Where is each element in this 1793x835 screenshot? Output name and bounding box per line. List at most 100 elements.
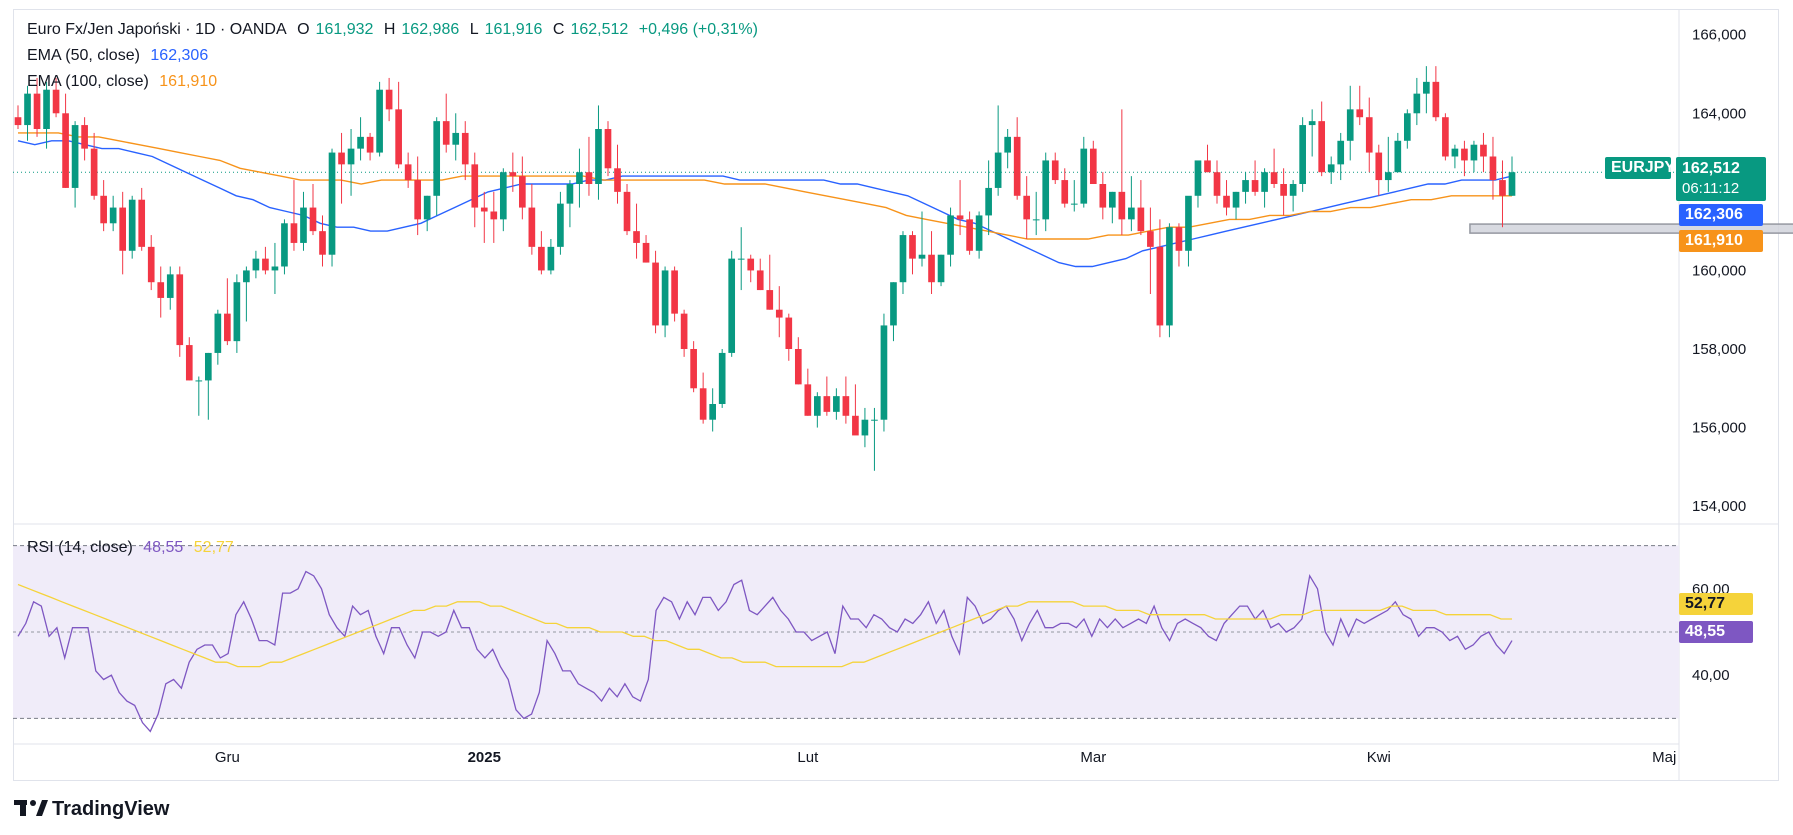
candle-body [72, 125, 79, 188]
candle-body [957, 215, 964, 219]
candle-body [1290, 184, 1297, 196]
candle-body [1052, 160, 1059, 180]
candle-body [633, 231, 640, 243]
candle-body [405, 164, 412, 180]
candle-body [757, 270, 764, 290]
candle-body [1423, 82, 1430, 94]
candle-body [319, 231, 326, 255]
candle-body [1414, 94, 1421, 114]
rsi-label: RSI (14, close) [27, 539, 133, 556]
price-tick-label: 166,000 [1692, 27, 1746, 44]
price-tick-label: 158,000 [1692, 341, 1746, 358]
candle-body [947, 215, 954, 254]
candle-body [985, 188, 992, 216]
candle-body [614, 168, 621, 192]
candle-body [348, 149, 355, 165]
candle-body [81, 125, 88, 149]
candle-body [443, 121, 450, 145]
rsi-value: 48,55 [143, 539, 183, 556]
candle-body [1214, 172, 1221, 196]
candle-body [1147, 231, 1154, 247]
candle-body [1195, 160, 1202, 195]
close-label: C [553, 21, 565, 38]
countdown-value: 06:11:12 [1682, 179, 1760, 199]
price-tick-label: 164,000 [1692, 105, 1746, 122]
rsi-tick-label: 40,00 [1692, 667, 1730, 684]
rsi-pane [13, 546, 1679, 732]
low-label: L [470, 21, 479, 38]
candle-body [1157, 247, 1164, 326]
ema-lines [18, 133, 1512, 267]
candle-body [529, 208, 536, 247]
candle-body [766, 290, 773, 310]
candle-body [1271, 172, 1278, 184]
candle-body [62, 113, 69, 188]
candle-body [776, 310, 783, 318]
symbol-tag: EURJPY [1605, 157, 1671, 179]
ema50-label: EMA (50, close) [27, 47, 140, 64]
candle-body [195, 380, 202, 381]
rsi-ma-tag: 52,77 [1679, 593, 1753, 615]
candle-body [100, 196, 107, 224]
candle-body [1490, 157, 1497, 181]
time-tick-label: 2025 [468, 749, 501, 766]
candle-body [1337, 141, 1344, 165]
candle-body [1299, 125, 1306, 184]
high-value: 162,986 [401, 21, 459, 38]
tradingview-icon [14, 796, 48, 822]
candle-body [500, 172, 507, 219]
candle-body [938, 255, 945, 283]
candle-body [243, 270, 250, 282]
candle-body [291, 223, 298, 243]
candle-body [253, 259, 260, 271]
candle-body [433, 121, 440, 196]
candle-body [1442, 117, 1449, 156]
candle-body [548, 247, 555, 271]
ema50-legend[interactable]: EMA (50, close) 162,306 [27, 46, 214, 66]
change-value: +0,496 (+0,31%) [639, 21, 758, 38]
candle-body [690, 349, 697, 388]
low-value: 161,916 [485, 21, 543, 38]
candle-body [1233, 192, 1240, 208]
rsi-ma-value: 52,77 [194, 539, 234, 556]
candle-body [1138, 208, 1145, 232]
candle-body [176, 274, 183, 345]
open-value: 161,932 [316, 21, 374, 38]
last-price-value: 162,512 [1682, 159, 1760, 179]
candle-body [681, 314, 688, 349]
price-tick-label: 154,000 [1692, 498, 1746, 515]
candle-body [272, 267, 279, 271]
symbol-title[interactable]: Euro Fx/Jen Japoński · 1D · OANDA [27, 21, 287, 38]
candle-body [338, 153, 345, 165]
candle-body [1185, 196, 1192, 251]
chart-canvas[interactable]: 154,000156,000158,000160,000162,000164,0… [0, 0, 1793, 835]
candle-body [462, 133, 469, 164]
time-tick-label: Lut [797, 749, 819, 766]
candle-body [1061, 180, 1068, 204]
brand-logo[interactable]: TradingView [14, 796, 169, 822]
ema100-legend[interactable]: EMA (100, close) 161,910 [27, 72, 223, 92]
candle-body [1119, 192, 1126, 220]
candle-body [995, 153, 1002, 188]
candle-body [215, 314, 222, 353]
candle-body [1433, 82, 1440, 117]
candle-body [567, 184, 574, 204]
candle-body [15, 117, 22, 125]
candle-body [1309, 121, 1316, 125]
candle-body [709, 404, 716, 420]
rsi-legend[interactable]: RSI (14, close) 48,55 52,77 [27, 538, 240, 558]
candle-body [576, 172, 583, 184]
candle-body [1509, 172, 1516, 196]
ema50-value: 162,306 [150, 47, 208, 64]
candle-body [34, 94, 41, 129]
candle-body [43, 90, 50, 129]
candle-body [1128, 208, 1135, 220]
candle-body [586, 172, 593, 184]
candle-body [538, 247, 545, 271]
close-value: 162,512 [570, 21, 628, 38]
candle-body [1004, 137, 1011, 153]
candle-body [119, 208, 126, 251]
candle-body [662, 270, 669, 325]
candle-body [205, 353, 212, 381]
candle-body [728, 259, 735, 353]
